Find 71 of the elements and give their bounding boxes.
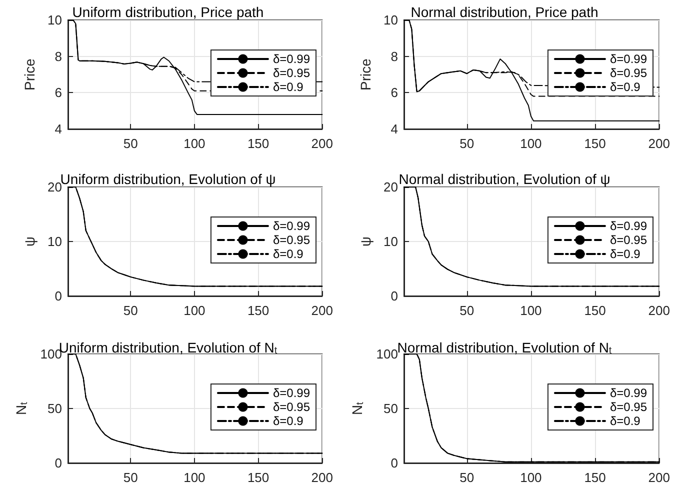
x-tick-label: 150: [584, 303, 606, 318]
y-tick-label: 4: [390, 122, 398, 136]
legend-label: δ=0.99: [610, 219, 648, 233]
x-tick-label: 50: [460, 303, 474, 318]
legend-label: δ=0.9: [272, 414, 304, 428]
legend-label: δ=0.95: [272, 66, 310, 80]
legend-label: δ=0.99: [610, 386, 648, 400]
y-tick-label: 20: [48, 180, 62, 194]
y-tick-label: 0: [390, 288, 398, 304]
chart-title: Normal distribution, Price path: [410, 4, 598, 20]
x-tick-label: 200: [311, 136, 334, 151]
legend-label: δ=0.99: [272, 386, 310, 400]
y-axis-title: Nt: [12, 402, 30, 415]
y-tick-label: 0: [390, 456, 398, 470]
legend-label: δ=0.95: [610, 66, 648, 80]
y-tick-label: 6: [54, 85, 62, 100]
legend-label: δ=0.99: [610, 52, 648, 66]
x-tick-label: 150: [247, 303, 270, 318]
legend-label: δ=0.95: [610, 233, 648, 247]
y-tick-label: 50: [384, 401, 398, 416]
legend-label: δ=0.99: [272, 219, 310, 233]
y-tick-label: 0: [54, 288, 62, 304]
y-tick-label: 8: [54, 48, 62, 64]
y-tick-label: 10: [48, 234, 62, 249]
legend-label: δ=0.9: [610, 80, 641, 94]
y-tick-label: 6: [390, 85, 398, 100]
legend-label: δ=0.9: [272, 247, 304, 261]
y-axis-title: Price: [358, 58, 374, 90]
x-tick-label: 100: [184, 470, 206, 485]
y-tick-label: 10: [384, 12, 398, 28]
x-tick-label: 200: [648, 136, 670, 151]
y-tick-label: 50: [48, 401, 62, 416]
x-tick-label: 200: [648, 470, 670, 485]
x-tick-label: 150: [247, 470, 270, 485]
y-tick-label: 8: [390, 48, 398, 64]
x-tick-label: 50: [460, 136, 474, 151]
x-tick-label: 200: [648, 303, 670, 318]
y-tick-label: 0: [54, 456, 62, 470]
chart-title: Uniform distribution, Evolution of ψ: [60, 171, 276, 187]
x-tick-label: 200: [311, 470, 334, 485]
x-tick-label: 50: [123, 303, 138, 318]
legend-label: δ=0.9: [272, 80, 304, 94]
y-axis-title: ψ: [358, 236, 374, 246]
x-tick-label: 150: [584, 136, 606, 151]
y-tick-label: 4: [54, 122, 62, 136]
x-tick-label: 50: [123, 136, 138, 151]
x-tick-label: 100: [184, 136, 206, 151]
x-tick-label: 50: [460, 470, 474, 485]
chart-title: Uniform distribution, Price path: [72, 4, 264, 20]
x-tick-label: 100: [520, 136, 542, 151]
legend-label: δ=0.9: [610, 414, 641, 428]
legend-label: δ=0.95: [272, 400, 310, 414]
y-tick-label: 10: [384, 234, 398, 249]
x-tick-label: 150: [247, 136, 270, 151]
legend-label: δ=0.95: [272, 233, 310, 247]
y-axis-title: ψ: [22, 236, 38, 246]
x-tick-label: 100: [520, 470, 542, 485]
legend-label: δ=0.99: [272, 52, 310, 66]
y-axis-title: Nt: [348, 402, 366, 415]
x-tick-label: 50: [123, 470, 138, 485]
x-tick-label: 100: [520, 303, 542, 318]
legend-label: δ=0.95: [610, 400, 648, 414]
y-tick-label: 100: [376, 346, 398, 362]
legend-label: δ=0.9: [610, 247, 641, 261]
x-tick-label: 100: [184, 303, 206, 318]
x-tick-label: 150: [584, 470, 606, 485]
x-tick-label: 200: [311, 303, 334, 318]
y-tick-label: 20: [384, 180, 398, 194]
chart-title: Normal distribution, Evolution of ψ: [398, 171, 610, 187]
y-axis-title: Price: [22, 58, 38, 90]
y-tick-label: 10: [48, 12, 62, 28]
